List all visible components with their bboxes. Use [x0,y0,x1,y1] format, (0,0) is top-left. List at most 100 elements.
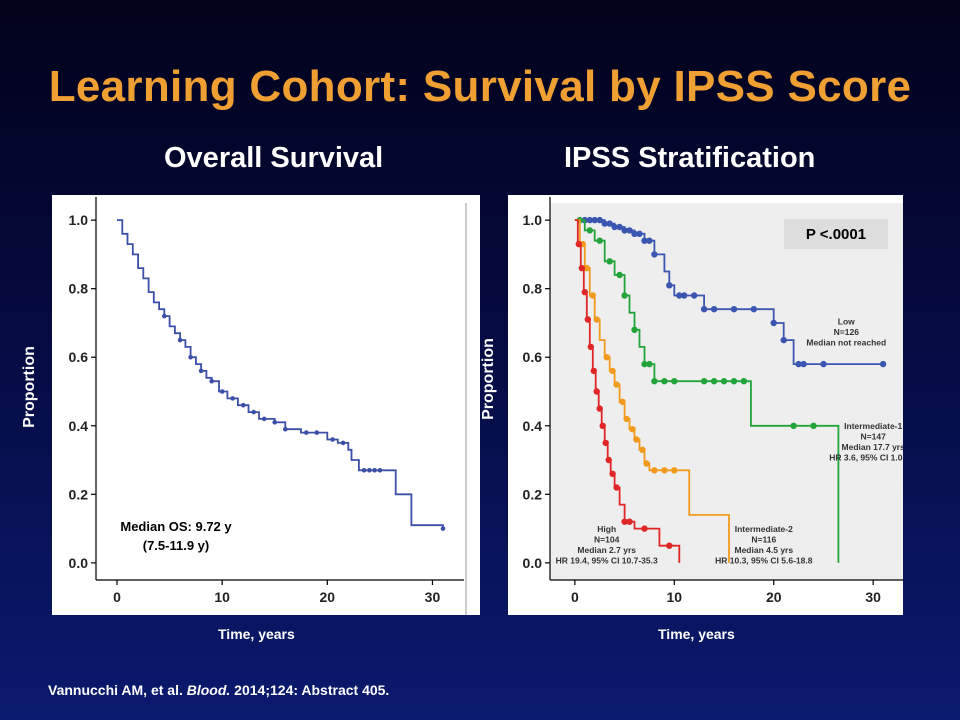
censor-mark-high [593,388,600,395]
censor-mark-overall [251,409,256,415]
censor-mark-high [641,525,648,532]
censor-mark-intermediate-1 [790,422,797,429]
series-label-intermediate-2: HR 10.3, 95% CI 5.6-18.8 [715,556,813,566]
censor-mark-low [666,282,673,289]
censor-mark-overall [162,313,167,319]
censor-mark-high [581,288,588,296]
censor-mark-overall [372,468,377,473]
x-tick-label: 30 [425,589,441,605]
censor-mark-low [800,360,807,368]
censor-mark-low [596,216,603,224]
censor-mark-low [606,220,613,227]
censor-mark-high [602,439,609,447]
y-tick-label: 0.2 [69,486,89,502]
x-tick-label: 20 [320,589,336,605]
censor-mark-low [691,292,698,299]
censor-mark-intermediate-2 [633,436,640,443]
censor-mark-low [631,230,638,237]
pvalue-box [784,219,888,249]
os-chart-title: Overall Survival [164,142,384,174]
censor-mark-low [601,220,608,227]
censor-mark-high [599,422,606,429]
censor-mark-low [616,223,623,231]
censor-mark-high [590,367,597,375]
censor-mark-high [578,264,585,272]
censor-mark-low [611,223,618,231]
series-label-high: HR 19.4, 95% CI 10.7-35.3 [556,556,658,566]
censor-mark-low [651,251,658,258]
series-label-low: N=126 [834,327,860,337]
series-label-low: Median not reached [806,338,886,348]
censor-mark-low [730,306,738,313]
y-tick-label: 1.0 [523,212,543,228]
censor-mark-intermediate-1 [646,360,653,368]
censor-mark-intermediate-1 [700,378,708,385]
censor-mark-high [596,405,603,412]
censor-mark-low [879,360,887,368]
median-os-ci-annotation: (7.5-11.9 y) [143,538,210,553]
censor-mark-low [795,360,802,368]
censor-mark-overall [188,354,193,360]
censor-mark-low [710,306,718,313]
censor-mark-overall [240,402,246,408]
censor-mark-intermediate-1 [810,422,817,429]
censor-mark-high [575,240,582,248]
censor-mark-high [626,518,633,525]
pvalue-text: P <.0001 [806,226,866,243]
censor-mark-overall [272,420,277,425]
censor-mark-intermediate-2 [623,415,630,423]
y-tick-label: 0.4 [69,418,89,434]
censor-mark-high [621,518,628,525]
y-tick-label: 0.2 [523,486,543,502]
series-label-high: High [597,524,616,534]
citation-rest: 2014;124: Abstract 405. [230,682,390,698]
censor-mark-high [666,542,673,549]
censor-mark-intermediate-1 [606,258,613,265]
censor-mark-low [750,306,757,313]
os-x-axis-label: Time, years [218,626,295,642]
x-tick-label: 30 [865,589,881,605]
censor-mark-low [700,306,708,313]
censor-mark-low [820,360,827,368]
series-label-low: Low [838,317,855,327]
series-label-high: N=104 [594,535,620,545]
censor-mark-low [621,227,628,234]
censor-mark-low [626,227,633,234]
series-label-high: Median 2.7 yrs [577,545,636,555]
censor-mark-overall [219,389,225,394]
y-tick-label: 0.8 [69,281,89,297]
x-tick-label: 20 [766,589,782,605]
series-label-intermediate-2: Intermediate-2 [735,524,793,534]
censor-mark-intermediate-1 [631,326,638,333]
censor-mark-intermediate-2 [671,467,678,474]
censor-mark-intermediate-1 [740,378,748,385]
censor-mark-low [681,292,688,299]
censor-mark-intermediate-1 [710,378,718,385]
censor-mark-overall [261,416,267,422]
censor-mark-intermediate-1 [641,360,648,368]
censor-mark-overall [177,337,183,343]
censor-mark-overall [367,468,372,473]
censor-mark-intermediate-1 [671,378,678,385]
censor-mark-low [646,237,653,244]
ipss-x-axis-label: Time, years [658,626,735,642]
censor-mark-overall [440,526,446,531]
censor-mark-intermediate-2 [613,381,620,388]
censor-mark-intermediate-2 [589,292,596,299]
ipss-y-axis-label: Proportion [480,338,497,420]
y-tick-label: 0.4 [523,418,543,434]
censor-mark-low [586,216,593,224]
censor-mark-overall [361,468,367,473]
censor-mark-low [780,336,787,344]
os-chart-panel: 0.0 0.2 0.4 0.6 0.8 1.0 0 10 20 30 Median OS: 9.72… [52,195,480,615]
censor-mark-intermediate-1 [596,237,603,244]
censor-mark-low [676,292,683,299]
censor-mark-intermediate-2 [661,467,668,474]
series-line-overall [117,219,444,529]
censor-mark-high [609,470,616,477]
x-tick-label: 10 [667,589,683,605]
censor-mark-overall [377,468,383,473]
censor-mark-intermediate-2 [643,460,650,467]
censor-mark-intermediate-2 [639,446,646,453]
censor-mark-high [613,484,620,491]
